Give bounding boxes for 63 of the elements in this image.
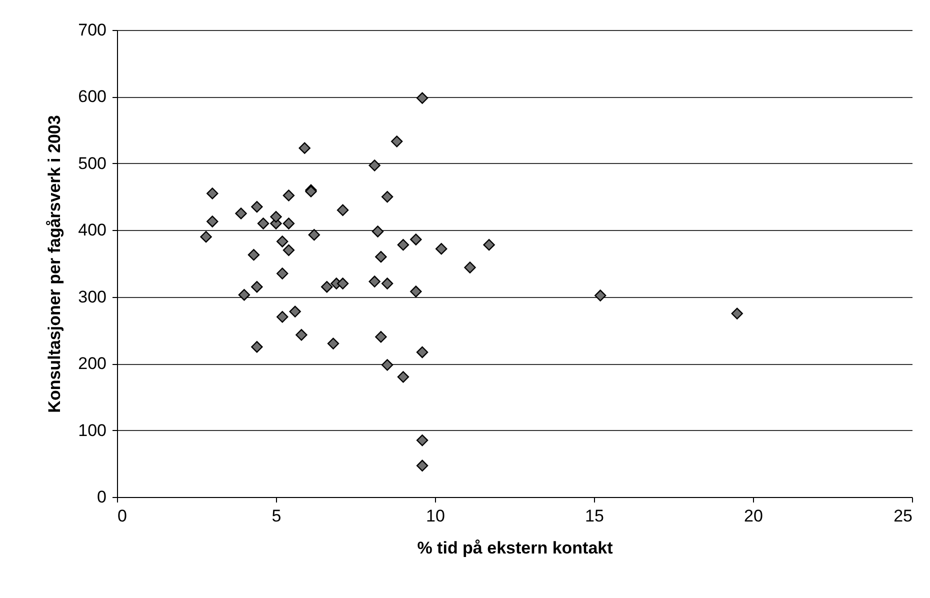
point: [368, 276, 380, 288]
point: [308, 228, 320, 241]
point: [321, 281, 333, 293]
point: [381, 359, 394, 371]
x-tick-label: 20: [744, 506, 763, 526]
point: [416, 460, 428, 472]
point: [276, 311, 288, 323]
point: [251, 341, 263, 353]
point: [200, 230, 212, 243]
x-axis-title: % tid på ekstern kontakt: [417, 538, 614, 558]
point: [416, 434, 428, 446]
point: [257, 218, 270, 230]
point: [464, 262, 476, 274]
point: [436, 242, 448, 255]
y-tick-label: 200: [78, 354, 106, 374]
point: [397, 371, 410, 383]
point: [282, 244, 295, 256]
point: [483, 238, 495, 251]
point: [251, 200, 263, 213]
point: [375, 331, 387, 343]
point: [270, 210, 282, 223]
point: [327, 338, 340, 350]
point: [276, 236, 288, 248]
point: [282, 190, 295, 202]
point: [238, 289, 250, 301]
y-tick-label: 0: [97, 488, 106, 506]
point: [410, 286, 422, 298]
x-tick-label: 15: [585, 506, 604, 526]
point: [248, 248, 260, 261]
point: [336, 204, 349, 216]
point: [416, 346, 428, 358]
point: [381, 278, 394, 290]
point: [416, 92, 428, 104]
point: [206, 216, 218, 228]
y-tick-label: 500: [78, 154, 106, 173]
point: [594, 290, 606, 302]
point: [381, 190, 394, 203]
point: [368, 160, 380, 172]
point: [731, 308, 743, 320]
point: [397, 238, 410, 251]
point: [289, 306, 301, 318]
y-tick-label: 100: [78, 420, 106, 440]
point: [390, 136, 403, 148]
point: [206, 188, 218, 200]
y-tick-label: 600: [78, 87, 106, 106]
point: [298, 142, 310, 154]
x-tick-label: 10: [426, 506, 445, 526]
x-tick-label: 5: [272, 506, 282, 526]
y-tick-label: 300: [78, 287, 106, 306]
point: [235, 208, 247, 220]
y-tick-label: 400: [78, 220, 106, 240]
point: [336, 278, 349, 290]
point: [251, 281, 263, 293]
point: [282, 218, 295, 230]
point: [276, 268, 288, 280]
x-tick-label: 0: [118, 506, 127, 526]
point: [410, 234, 422, 246]
point: [372, 226, 384, 238]
x-tick-label: 25: [894, 506, 912, 526]
y-tick-label: 700: [78, 20, 106, 40]
point: [375, 250, 387, 263]
point: [296, 329, 308, 341]
y-axis-title: Konsultasjoner per fagårsverk i 2003: [45, 115, 64, 413]
